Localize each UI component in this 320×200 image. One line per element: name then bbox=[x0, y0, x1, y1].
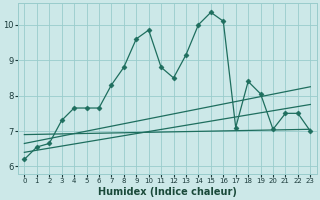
X-axis label: Humidex (Indice chaleur): Humidex (Indice chaleur) bbox=[98, 187, 237, 197]
